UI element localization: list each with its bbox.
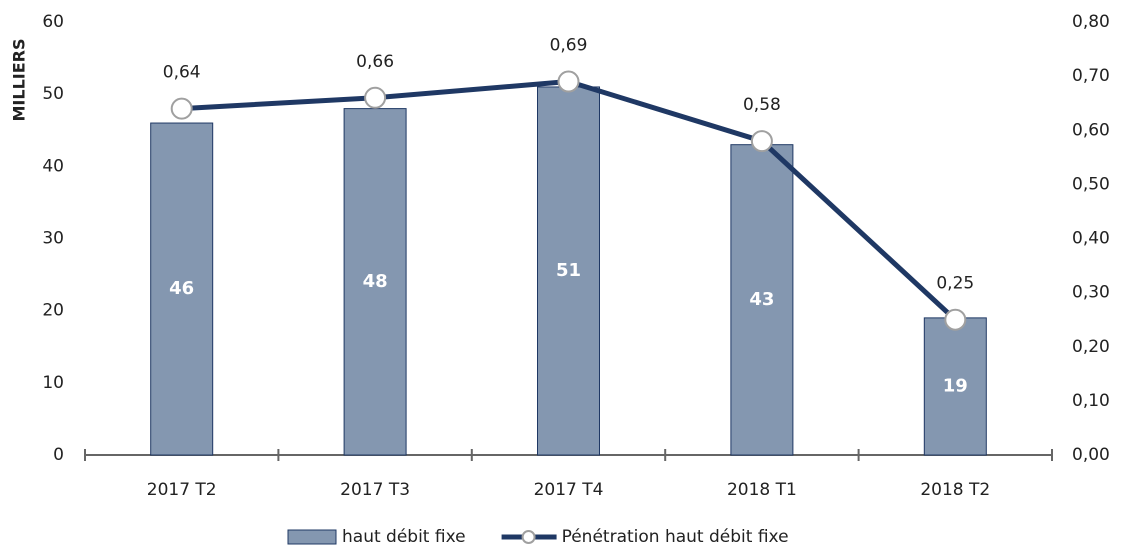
line-value-label: 0,66 <box>356 52 394 72</box>
y2-tick-label: 0,50 <box>1072 174 1110 194</box>
line-value-label: 0,69 <box>550 36 588 56</box>
bar-value-label: 46 <box>169 278 194 299</box>
y2-tick-label: 0,00 <box>1072 445 1110 465</box>
y2-tick-label: 0,80 <box>1072 12 1110 32</box>
y-tick-label: 0 <box>53 445 64 465</box>
y-tick-label: 50 <box>42 84 64 104</box>
line-marker <box>557 70 580 93</box>
line-value-label: 0,25 <box>936 274 974 294</box>
y-tick-label: 10 <box>42 373 64 393</box>
legend-label: haut débit fixe <box>342 527 466 547</box>
line-marker <box>750 130 773 153</box>
legend-marker <box>521 530 536 544</box>
bar-value-label: 51 <box>556 260 581 281</box>
bar-value-label: 43 <box>749 289 774 310</box>
bar <box>730 144 794 456</box>
bar <box>537 86 600 456</box>
x-tick-label: 2018 T2 <box>920 480 990 500</box>
line-marker <box>364 86 387 109</box>
bar-value-label: 19 <box>943 375 968 396</box>
y-tick-label: 20 <box>42 301 64 321</box>
x-tick-label: 2017 T2 <box>147 480 217 500</box>
line-marker <box>170 97 193 120</box>
y-tick-label: 40 <box>42 156 64 176</box>
bar <box>923 317 987 456</box>
y-tick-label: 30 <box>42 229 64 249</box>
bar <box>343 108 407 456</box>
legend-label: Pénétration haut débit fixe <box>562 527 789 547</box>
y2-tick-label: 0,40 <box>1072 229 1110 249</box>
y2-tick-label: 0,20 <box>1072 337 1110 357</box>
line-value-label: 0,64 <box>163 63 201 83</box>
x-tick-label: 2017 T3 <box>340 480 410 500</box>
bar <box>150 122 214 456</box>
y2-tick-label: 0,30 <box>1072 283 1110 303</box>
line-marker <box>944 308 967 331</box>
y2-tick-label: 0,60 <box>1072 120 1110 140</box>
y-tick-label: 60 <box>42 12 64 32</box>
x-tick-label: 2018 T1 <box>727 480 797 500</box>
legend-swatch <box>287 529 337 545</box>
y2-tick-label: 0,10 <box>1072 391 1110 411</box>
y2-tick-label: 0,70 <box>1072 66 1110 86</box>
line-value-label: 0,58 <box>743 95 781 115</box>
bar-value-label: 48 <box>363 271 388 292</box>
y-axis-label: MILLIERS <box>10 39 29 122</box>
x-tick-label: 2017 T4 <box>534 480 604 500</box>
